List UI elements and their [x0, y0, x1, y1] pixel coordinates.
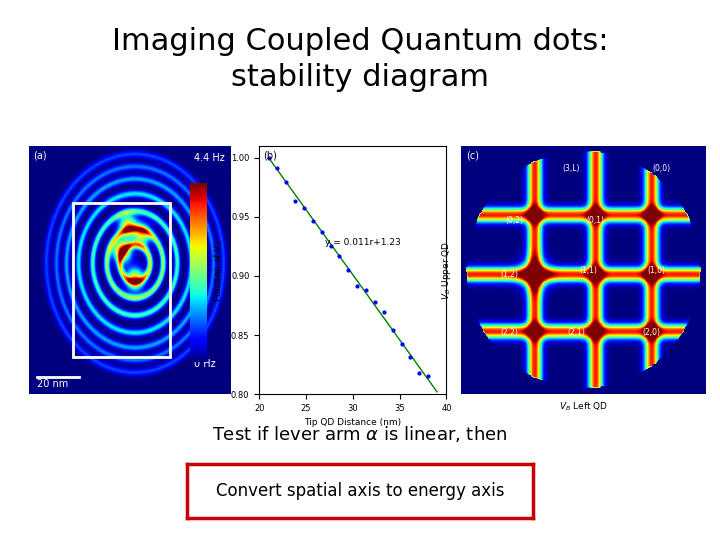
- Text: (c): (c): [466, 151, 479, 161]
- Text: (3,L): (3,L): [562, 164, 580, 173]
- Text: Imaging Coupled Quantum dots:
stability diagram: Imaging Coupled Quantum dots: stability …: [112, 27, 608, 92]
- Text: $V_B$ Upper QD: $V_B$ Upper QD: [468, 242, 481, 298]
- Text: (2,2): (2,2): [501, 328, 518, 336]
- X-axis label: Tip QD Distance (nm): Tip QD Distance (nm): [305, 418, 401, 428]
- Text: (2,1): (2,1): [567, 328, 585, 336]
- Text: $V_B$ Upper QD: $V_B$ Upper QD: [440, 240, 453, 300]
- Text: (1,1): (1,1): [579, 266, 597, 274]
- Text: (a): (a): [33, 151, 47, 161]
- Y-axis label: Fraction of $V_B$: Fraction of $V_B$: [213, 239, 225, 301]
- Text: (2,0): (2,0): [643, 328, 661, 336]
- Text: (b): (b): [263, 151, 276, 161]
- Text: y = 0.011r+1.23: y = 0.011r+1.23: [325, 238, 400, 247]
- Text: Test if lever arm $\alpha$ is linear, then: Test if lever arm $\alpha$ is linear, th…: [212, 424, 508, 444]
- Text: (0,2): (0,2): [505, 216, 523, 225]
- Text: (0,0): (0,0): [652, 164, 670, 173]
- Text: $V_B$ Left QD: $V_B$ Left QD: [559, 400, 608, 413]
- Text: (1,2): (1,2): [501, 271, 518, 280]
- Text: 0 Hz: 0 Hz: [194, 359, 216, 369]
- Text: 20 nm: 20 nm: [37, 379, 68, 389]
- Text: (0,1): (0,1): [587, 216, 605, 225]
- Bar: [73, 203, 170, 357]
- Text: 4.4 Hz: 4.4 Hz: [194, 153, 225, 163]
- Text: Convert spatial axis to energy axis: Convert spatial axis to energy axis: [216, 482, 504, 501]
- Text: (1,0): (1,0): [648, 266, 666, 274]
